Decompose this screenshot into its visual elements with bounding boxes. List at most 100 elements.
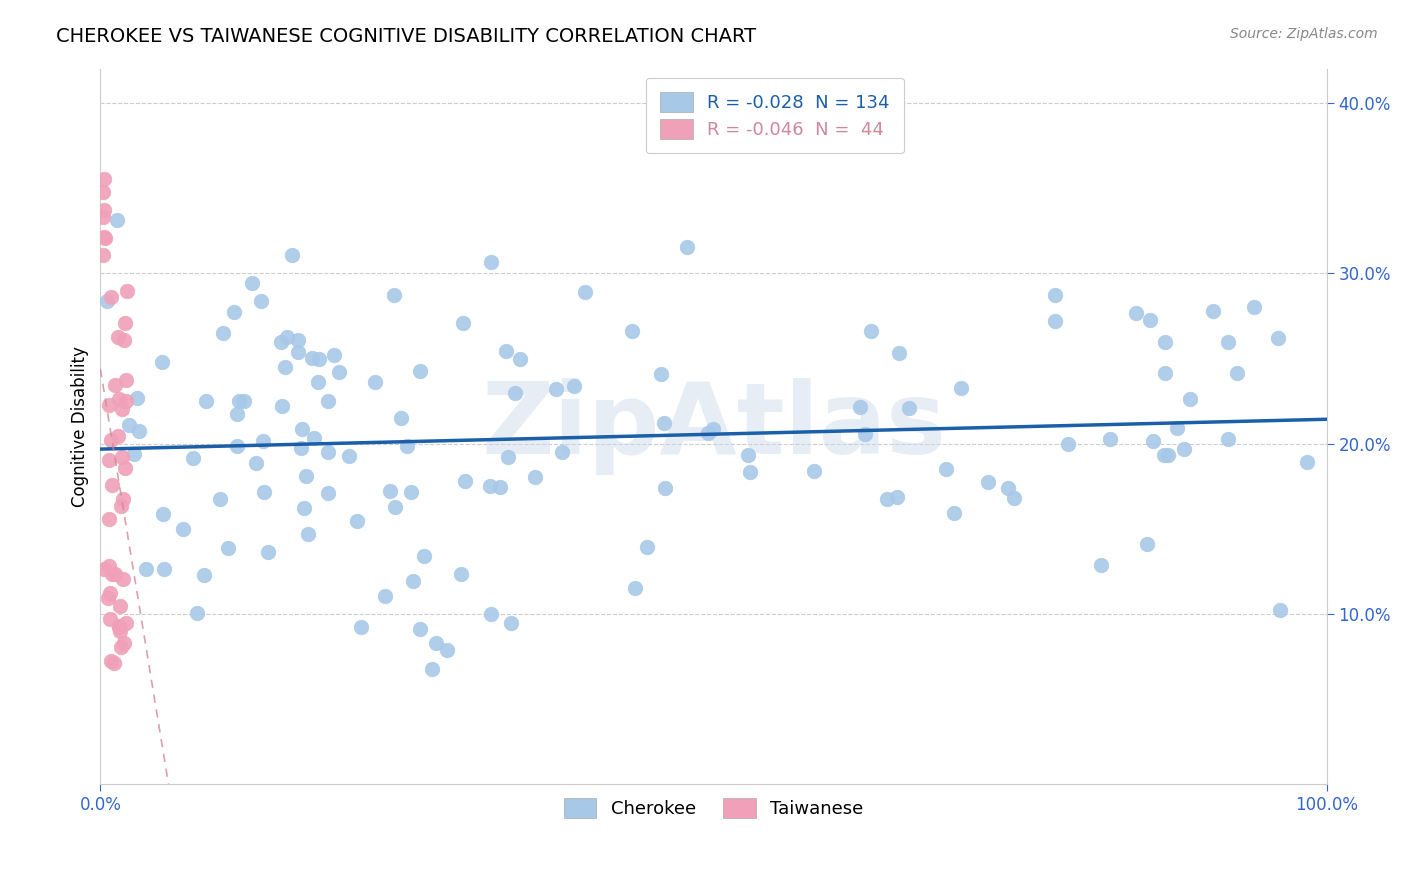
Point bbox=[401, 574, 423, 588]
Point bbox=[395, 439, 418, 453]
Point bbox=[853, 426, 876, 441]
Point bbox=[209, 491, 232, 506]
Point bbox=[849, 400, 872, 414]
Point bbox=[276, 330, 298, 344]
Point bbox=[270, 334, 292, 349]
Point bbox=[1153, 334, 1175, 349]
Point bbox=[108, 620, 131, 634]
Point bbox=[935, 462, 957, 476]
Text: CHEROKEE VS TAIWANESE COGNITIVE DISABILITY CORRELATION CHART: CHEROKEE VS TAIWANESE COGNITIVE DISABILI… bbox=[56, 27, 756, 45]
Point bbox=[307, 376, 329, 390]
Point bbox=[425, 636, 447, 650]
Point bbox=[977, 475, 1000, 489]
Point bbox=[111, 450, 134, 464]
Point bbox=[111, 491, 134, 506]
Point bbox=[1270, 603, 1292, 617]
Point bbox=[943, 506, 966, 520]
Point bbox=[97, 512, 120, 526]
Point bbox=[349, 620, 371, 634]
Point bbox=[450, 566, 472, 581]
Point bbox=[152, 508, 174, 522]
Point bbox=[897, 401, 920, 416]
Point bbox=[551, 445, 574, 459]
Point bbox=[97, 558, 120, 573]
Point bbox=[107, 619, 129, 633]
Point bbox=[115, 615, 138, 630]
Point bbox=[103, 377, 125, 392]
Point bbox=[495, 343, 517, 358]
Point bbox=[738, 465, 761, 479]
Point bbox=[91, 248, 114, 262]
Point bbox=[328, 365, 350, 379]
Point bbox=[105, 213, 128, 227]
Point bbox=[382, 288, 405, 302]
Point bbox=[271, 399, 294, 413]
Point bbox=[697, 425, 720, 440]
Point bbox=[384, 500, 406, 515]
Point bbox=[1125, 306, 1147, 320]
Point bbox=[378, 484, 401, 499]
Point bbox=[1002, 491, 1025, 506]
Point bbox=[226, 407, 249, 421]
Point bbox=[479, 255, 502, 269]
Point bbox=[194, 394, 217, 409]
Point bbox=[110, 624, 132, 638]
Point bbox=[702, 422, 724, 436]
Point bbox=[97, 452, 120, 467]
Point bbox=[1090, 558, 1112, 572]
Point bbox=[374, 589, 396, 603]
Point bbox=[650, 367, 672, 381]
Point bbox=[859, 324, 882, 338]
Point bbox=[337, 449, 360, 463]
Point bbox=[114, 316, 136, 330]
Point bbox=[274, 360, 297, 375]
Point bbox=[97, 591, 120, 606]
Point bbox=[297, 527, 319, 541]
Point bbox=[115, 394, 138, 409]
Point bbox=[1142, 434, 1164, 448]
Point bbox=[489, 481, 512, 495]
Point bbox=[887, 346, 910, 360]
Point bbox=[181, 451, 204, 466]
Point bbox=[93, 231, 115, 245]
Point bbox=[1218, 433, 1240, 447]
Point bbox=[1296, 455, 1319, 469]
Point bbox=[636, 541, 658, 555]
Point bbox=[624, 581, 647, 595]
Point bbox=[509, 351, 531, 366]
Point bbox=[100, 654, 122, 668]
Point bbox=[287, 345, 309, 359]
Point bbox=[295, 469, 318, 483]
Point bbox=[115, 373, 138, 387]
Point bbox=[150, 355, 173, 369]
Point bbox=[654, 481, 676, 495]
Point bbox=[290, 441, 312, 455]
Point bbox=[1202, 303, 1225, 318]
Y-axis label: Cognitive Disability: Cognitive Disability bbox=[72, 346, 89, 507]
Point bbox=[1056, 437, 1078, 451]
Point bbox=[100, 433, 122, 447]
Point bbox=[124, 447, 146, 461]
Point bbox=[950, 381, 973, 395]
Point bbox=[101, 566, 124, 581]
Point bbox=[222, 305, 245, 319]
Point bbox=[104, 567, 127, 582]
Point bbox=[574, 285, 596, 299]
Point bbox=[228, 394, 250, 409]
Point bbox=[253, 485, 276, 500]
Point bbox=[114, 461, 136, 475]
Point bbox=[172, 522, 194, 536]
Point bbox=[93, 230, 115, 244]
Point bbox=[498, 450, 520, 464]
Point bbox=[389, 411, 412, 425]
Point bbox=[451, 316, 474, 330]
Point bbox=[103, 657, 125, 671]
Point bbox=[128, 424, 150, 438]
Point bbox=[110, 640, 132, 654]
Point bbox=[803, 464, 825, 478]
Point bbox=[1098, 432, 1121, 446]
Point bbox=[107, 428, 129, 442]
Point bbox=[1178, 392, 1201, 407]
Point bbox=[93, 202, 115, 217]
Point bbox=[420, 662, 443, 676]
